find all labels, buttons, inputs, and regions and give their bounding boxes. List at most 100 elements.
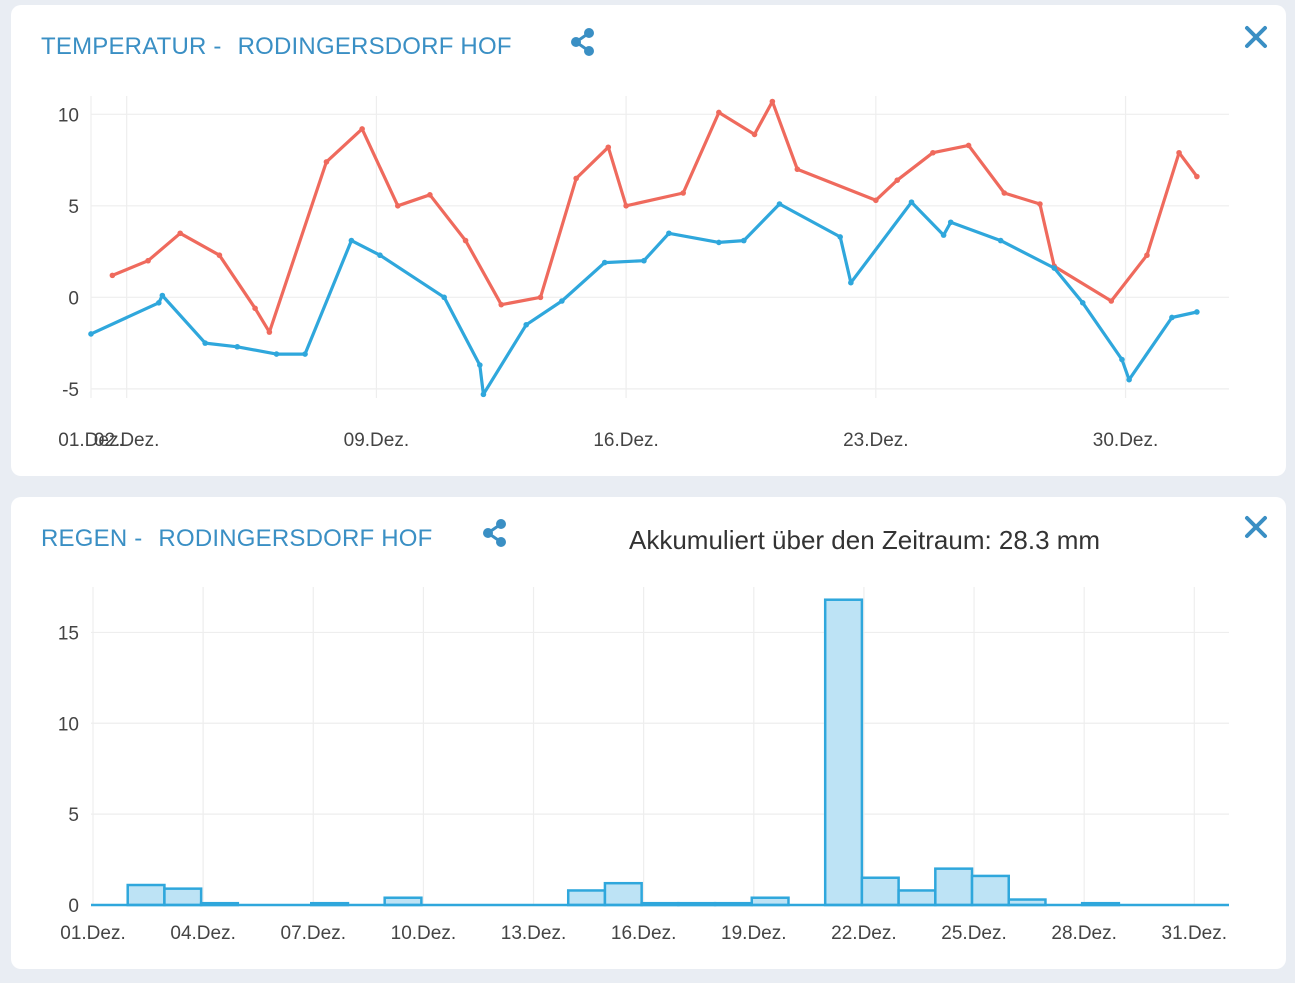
rain-title: REGEN - RODINGERSDORF HOF [41,525,433,553]
temp-data-point[interactable] [930,149,936,156]
rain-bar[interactable] [860,876,900,907]
temp-data-point[interactable] [680,190,686,196]
rain-station-label: RODINGERSDORF HOF [158,525,433,552]
temperature-station-label: RODINGERSDORF HOF [237,33,512,60]
temp-data-point[interactable] [605,144,612,151]
temp-data-point[interactable] [573,175,579,182]
temp-data-point[interactable] [480,391,487,398]
temp-data-point[interactable] [462,237,469,244]
temp-data-point[interactable] [641,257,647,264]
temp-data-point[interactable] [273,351,280,357]
temp-data-point[interactable] [794,166,801,173]
temp-data-point[interactable] [216,252,223,259]
temp-data-point[interactable] [623,203,629,209]
temp-data-point[interactable] [266,329,273,335]
share-icon[interactable] [569,27,597,57]
temp-data-point[interactable] [873,197,879,204]
temp-data-point[interactable] [359,126,365,132]
temp-data-point[interactable] [323,159,330,165]
temp-data-point[interactable] [1144,252,1150,259]
temp-data-point[interactable] [848,279,854,286]
temp-data-point[interactable] [1169,314,1175,321]
temp-data-point[interactable] [776,201,783,207]
temperature-title: TEMPERATUR - RODINGERSDORF HOF [41,33,512,61]
temperature-card: TEMPERATUR - RODINGERSDORF HOF -5 0 5 10 01.D… [11,5,1286,476]
temp-data-point[interactable] [88,331,94,337]
temp-data-point[interactable] [1001,190,1008,196]
temp-data-point[interactable] [348,237,355,244]
temp-xtick-label: 30.Dez. [1093,430,1158,451]
temp-data-point[interactable] [177,230,183,237]
temp-data-point[interactable] [947,219,954,226]
temp-data-point[interactable] [741,237,747,244]
temp-data-point[interactable] [145,257,151,264]
temp-data-point[interactable] [498,301,505,308]
rain-xtick-label: 10.Dez. [391,923,456,944]
temp-data-point[interactable] [1108,298,1115,304]
accumulated-rain-label: Akkumuliert über den Zeitraum: 28.3 mm [629,525,1101,555]
temp-data-point[interactable] [441,294,447,301]
rain-bar[interactable] [897,889,937,907]
temp-data-point[interactable] [1176,149,1182,156]
temp-data-point[interactable] [1194,309,1200,315]
rain-bar[interactable] [126,883,166,907]
temp-data-point[interactable] [1119,356,1125,363]
rain-xtick-label: 04.Dez. [170,923,235,944]
temp-data-point[interactable] [155,300,162,306]
rain-xtick-label: 16.Dez. [611,923,676,944]
temp-data-point[interactable] [302,351,308,357]
temp-data-point[interactable] [559,298,565,304]
rain-xtick-label: 31.Dez. [1162,923,1227,944]
temp-series-line [111,99,1199,334]
temp-data-point[interactable] [523,321,530,328]
temp-ytick-label: 10 [58,105,79,126]
temp-data-point[interactable] [940,232,947,238]
temp-xtick-label: 02.Dez. [94,430,159,451]
temp-data-point[interactable] [537,294,544,301]
temp-data-point[interactable] [965,142,972,149]
close-icon[interactable] [1244,515,1268,539]
rain-xtick-label: 07.Dez. [281,923,346,944]
temp-data-point[interactable] [394,203,401,209]
temp-data-point[interactable] [477,362,483,368]
temp-data-point[interactable] [234,343,241,350]
temp-xtick-label: 23.Dez. [843,430,908,451]
rain-bar[interactable] [823,598,864,907]
rain-ytick-label: 0 [68,896,79,917]
rain-xtick-label: 19.Dez. [721,923,786,944]
temp-data-point[interactable] [666,230,672,237]
temp-data-point[interactable] [1194,173,1200,180]
rain-xtick-label: 01.Dez. [60,923,125,944]
temp-data-point[interactable] [1126,376,1132,383]
rain-bar[interactable] [603,881,643,907]
temp-data-point[interactable] [769,98,776,105]
temp-data-point[interactable] [1037,201,1043,207]
rain-xtick-label: 25.Dez. [941,923,1006,944]
rain-xtick-label: 22.Dez. [831,923,896,944]
rain-ytick-label: 10 [58,714,79,735]
rain-card: REGEN - RODINGERSDORF HOF Akkumuliert übe… [11,497,1286,969]
temp-data-point[interactable] [109,272,116,279]
temp-data-point[interactable] [1051,265,1057,271]
rain-bar[interactable] [934,867,974,907]
temp-data-point[interactable] [716,239,722,246]
temp-data-point[interactable] [427,192,433,198]
temp-data-point[interactable] [997,237,1004,244]
temp-data-point[interactable] [716,109,722,116]
rain-bar[interactable] [163,887,203,907]
rain-bar[interactable] [970,874,1010,907]
share-icon[interactable] [481,518,509,548]
rain-bar[interactable] [566,889,607,907]
temp-data-point[interactable] [751,131,758,138]
temp-data-point[interactable] [252,305,258,312]
temp-data-point[interactable] [202,340,208,346]
temp-data-point[interactable] [1079,300,1086,306]
temp-data-point[interactable] [601,259,608,266]
temp-xtick-label: 16.Dez. [593,430,658,451]
close-icon[interactable] [1244,25,1268,49]
temp-data-point[interactable] [837,234,843,240]
temp-data-point[interactable] [159,292,166,299]
temp-data-point[interactable] [377,252,383,259]
temp-data-point[interactable] [908,199,915,205]
temp-data-point[interactable] [894,177,901,183]
